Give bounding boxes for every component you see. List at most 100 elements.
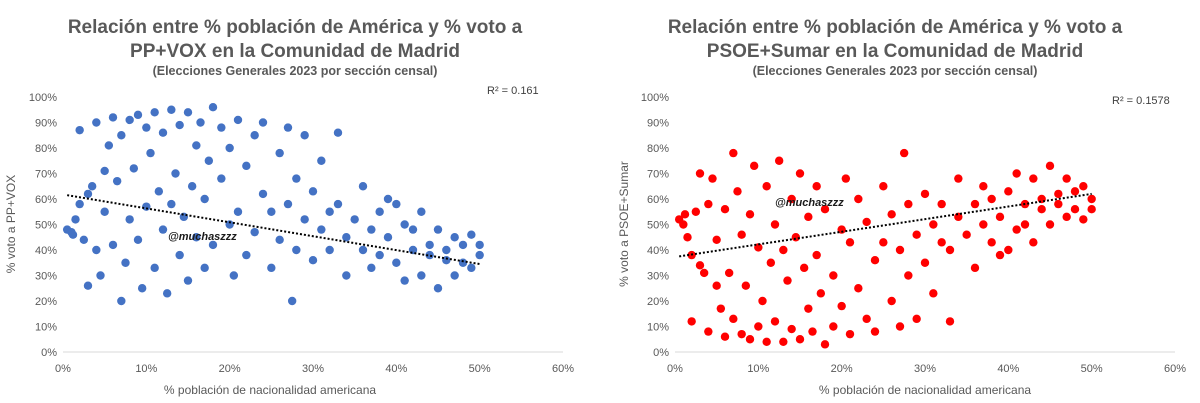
x-tick-label: 60%	[1164, 363, 1186, 375]
data-point	[987, 194, 996, 204]
data-point	[724, 268, 734, 278]
data-point	[358, 245, 368, 255]
data-point	[208, 103, 218, 112]
data-point	[841, 174, 851, 183]
data-point	[745, 335, 755, 344]
watermark: @muchaszzz	[775, 197, 844, 209]
x-axis-ticks: 0% 10% 20% 30% 40% 50% 60%	[667, 363, 1186, 375]
data-point	[175, 250, 184, 260]
y-tick-label: 50%	[35, 220, 57, 232]
data-point	[887, 210, 896, 219]
data-point	[845, 238, 855, 247]
data-point	[400, 276, 409, 285]
data-point	[1004, 187, 1013, 196]
data-point	[762, 182, 771, 191]
data-point	[367, 263, 376, 273]
data-point	[92, 245, 101, 255]
data-point	[749, 161, 759, 171]
data-point	[837, 301, 846, 311]
data-point	[433, 225, 443, 234]
y-tick-label: 40%	[647, 245, 669, 257]
data-point	[258, 189, 268, 199]
data-point	[770, 317, 780, 326]
chart-subtitle: (Elecciones Generales 2023 por sección c…	[153, 64, 438, 78]
chart-title-line2: PP+VOX en la Comunidad de Madrid	[130, 41, 460, 62]
data-point	[720, 332, 730, 341]
data-point	[733, 187, 742, 196]
y-tick-label: 80%	[35, 143, 57, 155]
data-point	[367, 225, 376, 234]
data-point	[250, 227, 259, 237]
data-point	[417, 271, 426, 280]
data-point	[325, 207, 334, 216]
data-point	[179, 212, 189, 222]
data-point	[695, 169, 705, 178]
data-point	[820, 205, 830, 214]
data-point	[242, 250, 251, 260]
data-point	[737, 329, 746, 339]
data-point	[1029, 174, 1038, 183]
data-point	[133, 110, 143, 120]
data-point	[183, 276, 193, 285]
data-point	[787, 324, 796, 334]
x-tick-label: 20%	[831, 363, 853, 375]
data-point	[1054, 189, 1063, 199]
data-point	[267, 263, 276, 273]
y-tick-label: 0%	[41, 347, 57, 359]
data-point	[283, 199, 293, 209]
data-point	[150, 108, 159, 117]
x-tick-label: 30%	[914, 363, 936, 375]
y-axis-ticks: 0% 10% 20% 30% 40% 50% 60% 70% 80% 90% 100%	[641, 92, 669, 359]
data-point	[1012, 225, 1021, 234]
data-point	[904, 199, 913, 209]
chart-subtitle: (Elecciones Generales 2023 por sección c…	[753, 64, 1038, 78]
data-point	[200, 194, 209, 204]
data-point	[987, 238, 996, 247]
y-tick-label: 100%	[641, 92, 669, 104]
data-point	[137, 284, 147, 293]
data-point	[912, 230, 921, 239]
data-point	[979, 220, 988, 229]
data-point	[217, 123, 226, 132]
data-point	[146, 148, 155, 158]
data-point	[242, 161, 251, 171]
data-point	[1020, 220, 1030, 229]
y-tick-label: 40%	[35, 245, 57, 257]
data-point	[1070, 187, 1080, 196]
data-point	[258, 118, 268, 127]
data-point	[1087, 205, 1096, 214]
data-point	[766, 258, 776, 267]
data-point	[250, 131, 259, 140]
y-tick-label: 100%	[29, 92, 57, 104]
data-point	[425, 240, 434, 250]
data-point	[741, 281, 751, 290]
data-point	[920, 258, 930, 267]
data-point	[292, 174, 301, 183]
data-point	[745, 210, 755, 219]
data-point	[937, 199, 946, 209]
data-point	[854, 194, 863, 204]
y-tick-label: 20%	[647, 296, 669, 308]
data-point	[929, 220, 938, 229]
data-point	[995, 212, 1005, 222]
data-point	[854, 284, 863, 293]
data-point	[171, 169, 180, 178]
data-point	[770, 220, 780, 229]
watermark: @muchaszzz	[168, 231, 237, 243]
data-point	[791, 233, 801, 242]
data-point	[283, 123, 293, 132]
data-point	[1079, 182, 1088, 191]
data-point	[945, 317, 955, 326]
data-point	[150, 263, 159, 273]
data-point	[117, 131, 126, 140]
data-point	[995, 250, 1005, 260]
data-point	[816, 289, 826, 298]
y-tick-label: 10%	[35, 322, 57, 334]
data-point	[799, 263, 809, 273]
data-point	[267, 207, 276, 216]
data-point	[342, 271, 351, 280]
y-tick-label: 70%	[35, 169, 57, 181]
data-point	[680, 210, 690, 219]
data-point	[691, 207, 701, 216]
data-point	[196, 118, 205, 127]
